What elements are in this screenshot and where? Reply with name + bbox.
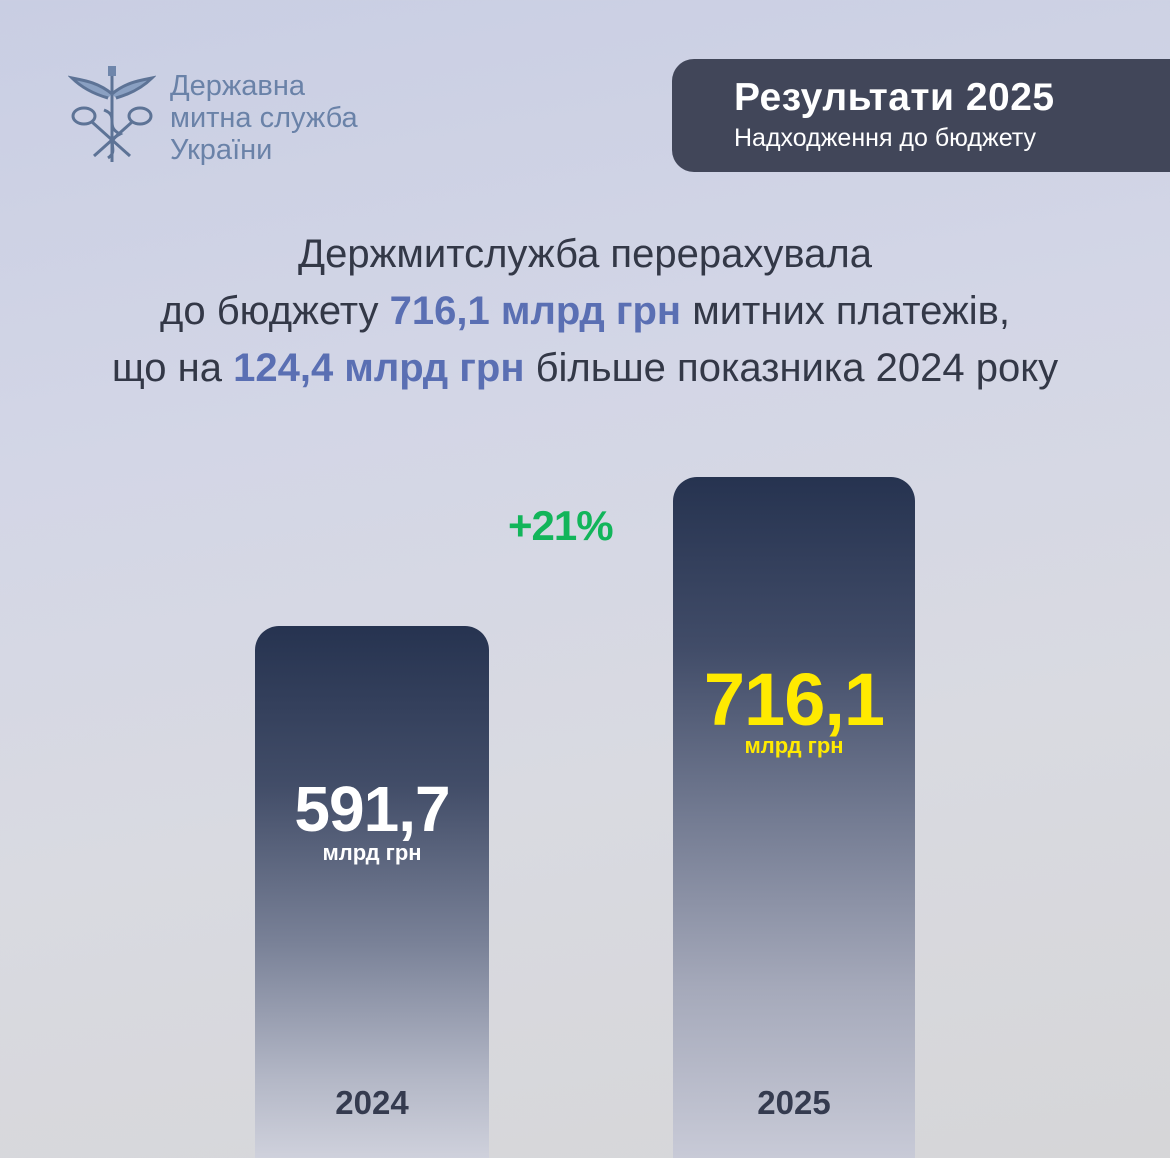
headline-text: до бюджету [160, 289, 390, 333]
headline-text: більше показника 2024 року [524, 346, 1059, 390]
bar-year-label: 2025 [757, 1084, 831, 1121]
org-name-line-1: Державна [170, 70, 305, 102]
headline-text: митних платежів, [681, 289, 1010, 333]
results-badge: Результати 2025 Надходження до бюджету [672, 59, 1170, 172]
headline-line-3: що на 124,4 млрд грн більше показника 20… [0, 340, 1170, 397]
headline-line-2: до бюджету 716,1 млрд грн митних платежі… [0, 283, 1170, 340]
bar-unit: млрд грн [744, 733, 844, 758]
bar-value: 591,7 [294, 773, 450, 845]
bar-2024: 591,7 млрд грн 2024 [255, 626, 489, 1158]
organization-name: Державна митна служба України [170, 70, 358, 166]
growth-percentage: +21% [508, 502, 614, 549]
badge-subtitle: Надходження до бюджету [734, 124, 1037, 152]
customs-emblem-icon [68, 66, 156, 162]
badge-title: Результати 2025 [734, 76, 1055, 119]
bar-unit: млрд грн [322, 840, 422, 865]
total-amount-highlight: 716,1 млрд грн [389, 289, 682, 333]
bar-year-label: 2024 [335, 1084, 409, 1121]
logo: Державна митна служба України [68, 64, 358, 168]
bar-2025: 716,1 млрд грн 2025 [673, 477, 915, 1158]
increase-amount-highlight: 124,4 млрд грн [233, 346, 525, 390]
headline: Держмитслужба перерахувала до бюджету 71… [0, 226, 1170, 397]
headline-line-1: Держмитслужба перерахувала [298, 232, 872, 276]
org-name-line-3: України [170, 134, 273, 166]
bar-value: 716,1 [703, 658, 885, 741]
headline-text: що на [111, 346, 234, 390]
org-name-line-2: митна служба [170, 102, 358, 134]
